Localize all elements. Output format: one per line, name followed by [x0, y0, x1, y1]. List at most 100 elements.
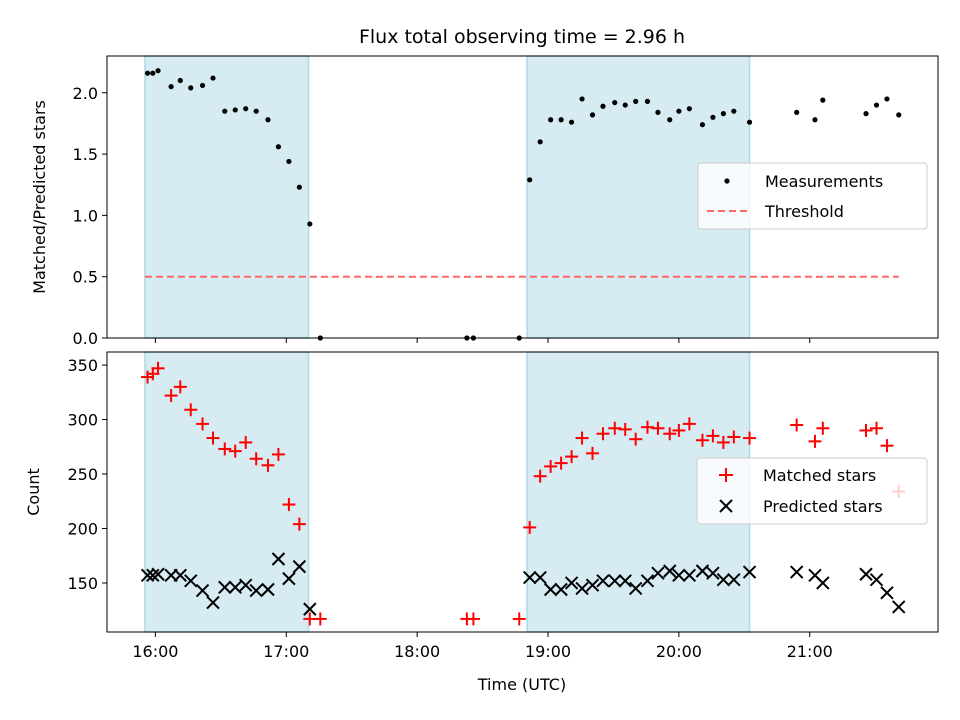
predicted-point — [742, 565, 757, 579]
measurement-point — [655, 109, 661, 115]
x-axis-label: Time (UTC) — [477, 675, 566, 694]
matched-point — [743, 431, 757, 445]
predicted-point — [640, 574, 655, 588]
x-tick-label: 20:00 — [656, 642, 702, 661]
matched-point — [218, 442, 232, 456]
predicted-point — [663, 564, 677, 578]
matched-point — [565, 450, 579, 464]
predicted-star-points — [140, 552, 906, 616]
matched-point — [249, 452, 263, 466]
measurement-point — [296, 184, 302, 190]
predicted-point — [249, 583, 263, 598]
matched-point — [239, 435, 253, 449]
measurement-point — [794, 109, 800, 115]
measurement-point — [307, 221, 313, 227]
bottom-y-tick-label: 250 — [67, 465, 98, 484]
legend-matched-marker — [719, 468, 733, 482]
predicted-point — [706, 566, 720, 580]
predicted-point — [292, 559, 307, 574]
top-y-tick-label: 1.5 — [73, 145, 98, 164]
matched-point — [523, 520, 537, 534]
measurement-point — [243, 106, 249, 112]
predicted-point — [151, 567, 165, 581]
bottom-legend-box — [696, 457, 928, 525]
measurement-point — [820, 97, 826, 103]
measurement-point — [168, 84, 174, 90]
matched-point — [544, 459, 558, 473]
predicted-point — [533, 570, 547, 585]
top-ticks: 0.0 0.5 1.0 1.5 2.0 — [73, 84, 811, 348]
measurement-point — [150, 70, 156, 76]
measurement-point — [579, 96, 585, 102]
predicted-point — [282, 571, 296, 586]
measurement-point — [746, 119, 753, 125]
predicted-point — [522, 570, 537, 585]
matched-point — [859, 423, 873, 437]
measurement-point — [232, 107, 238, 113]
measurement-point — [222, 108, 228, 114]
top-y-tick-label: 0.5 — [73, 268, 98, 287]
legend-measurements-marker — [724, 178, 730, 184]
predicted-point — [543, 582, 558, 597]
matched-point — [640, 420, 654, 434]
matched-point — [790, 418, 804, 432]
matched-point — [586, 446, 600, 460]
matched-point — [672, 423, 686, 437]
predicted-point — [218, 580, 232, 595]
x-tick-label: 17:00 — [263, 642, 309, 661]
measurement-point — [896, 112, 902, 118]
measurement-point — [253, 108, 259, 114]
x-tick-label: 19:00 — [525, 642, 571, 661]
predicted-point — [695, 564, 710, 578]
matched-point — [292, 517, 306, 531]
matched-point — [816, 421, 830, 435]
matched-point — [164, 389, 178, 403]
measurement-point — [210, 75, 216, 81]
matched-point — [271, 447, 285, 461]
matched-point — [196, 417, 210, 431]
predicted-point — [564, 576, 579, 590]
measurement-point — [667, 117, 673, 123]
measurement-points — [144, 68, 902, 341]
legend-predicted-label: Predicted stars — [763, 497, 883, 516]
predicted-point — [869, 572, 884, 587]
legend-threshold-label: Threshold — [764, 202, 844, 221]
matched-point — [282, 498, 296, 512]
predicted-point — [716, 572, 731, 587]
predicted-point — [554, 582, 568, 597]
measurement-point — [527, 177, 533, 183]
predicted-point — [146, 568, 160, 583]
top-y-axis-label: Matched/Predicted stars — [30, 100, 49, 294]
measurement-point — [731, 108, 737, 114]
top-legend: Measurements Threshold — [697, 162, 928, 230]
chart-title: Flux total observing time = 2.96 h — [359, 26, 685, 48]
predicted-point — [585, 578, 600, 592]
predicted-point — [618, 574, 632, 588]
matched-point — [151, 361, 165, 375]
bottom-y-tick-label: 300 — [67, 411, 98, 430]
matched-point — [512, 612, 526, 626]
measurement-point — [676, 108, 682, 114]
legend-measurements-label: Measurements — [765, 172, 883, 191]
bottom-y-tick-label: 350 — [67, 356, 98, 375]
measurement-point — [622, 102, 628, 108]
matched-point — [716, 435, 730, 449]
measurement-point — [863, 111, 869, 117]
matched-point — [618, 422, 632, 436]
bottom-y-axis-label: Count — [24, 468, 43, 516]
predicted-point — [608, 574, 622, 588]
measurement-point — [177, 77, 183, 84]
measurement-point — [558, 117, 564, 123]
measurement-point — [589, 112, 596, 118]
matched-point — [173, 380, 187, 394]
measurement-point — [600, 103, 606, 109]
top-y-tick-label: 1.0 — [73, 206, 98, 225]
matched-point — [727, 430, 741, 444]
measurement-point — [275, 144, 282, 150]
shaded-interval-0 — [144, 55, 310, 339]
bottom-axes-frame — [106, 351, 939, 633]
measurement-point — [633, 98, 639, 104]
predicted-point — [239, 578, 253, 592]
matched-point — [706, 429, 720, 443]
measurement-point — [144, 70, 151, 76]
